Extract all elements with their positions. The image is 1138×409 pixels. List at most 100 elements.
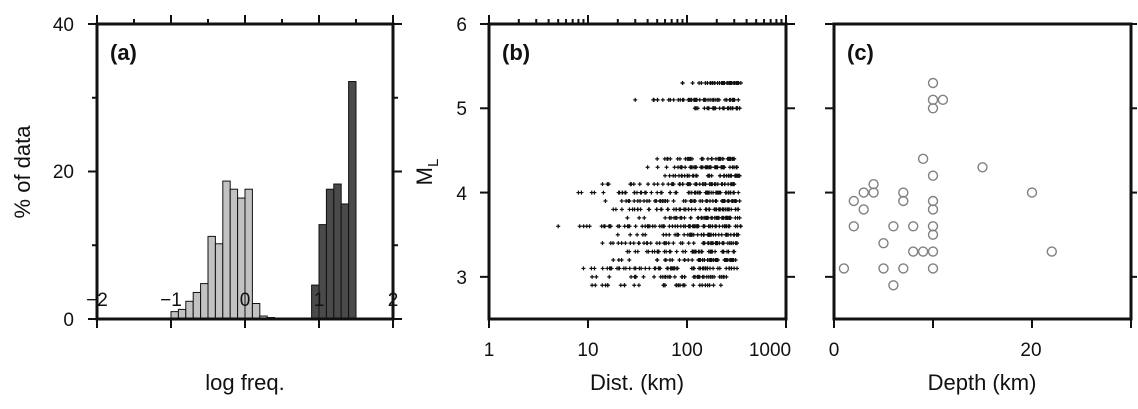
event-point [687,190,692,195]
event-point [736,97,741,102]
event-point [709,190,714,195]
x-tick-label-a-1: −1 [160,290,182,311]
event-point [619,241,624,246]
event-point [606,182,611,187]
event-point [691,241,696,246]
event-point [704,274,709,279]
panel-label-a: (a) [110,40,137,65]
event-point [665,199,670,203]
event-point [636,283,641,288]
event-point [728,173,733,178]
event-point [652,182,657,187]
event-point [637,215,642,220]
event-point [605,283,610,288]
event-point [667,224,672,229]
x-tick-label-a-3: 1 [314,290,325,311]
event-point [642,190,647,195]
event-point [627,258,632,262]
event-point [699,215,704,220]
event-point [674,266,679,271]
event-point [632,283,637,288]
event-point [669,215,674,220]
event-point [648,241,653,246]
event-point [927,204,939,215]
event-point [717,97,722,102]
event-point [711,106,716,111]
event-point [898,195,909,207]
event-point [721,199,726,203]
event-point [697,266,702,271]
event-point [708,241,713,246]
event-point [651,97,656,102]
event-point [590,274,595,279]
event-point [628,241,633,246]
event-point [838,263,850,274]
event-point [692,224,697,229]
histogram-bar [229,188,239,320]
event-point [888,280,899,291]
event-point [848,195,859,207]
event-point [619,207,624,212]
event-point [937,94,949,106]
event-point [728,106,733,111]
event-point [707,165,712,170]
event-point [635,232,640,237]
event-point [677,156,682,161]
y-tick-label-a-2: 40 [53,15,74,36]
event-point [695,215,700,220]
event-point [682,274,687,279]
event-point [689,207,694,212]
event-point [927,77,939,89]
event-point [927,263,939,274]
event-point [667,173,672,178]
event-point [680,241,685,246]
event-point [657,266,662,271]
event-point [908,221,919,232]
event-point [724,97,729,102]
histogram-bar [192,291,202,320]
event-point [708,249,713,254]
event-point [593,283,598,288]
event-point [705,190,710,195]
event-point [711,283,716,288]
distance-scatter-points [556,81,743,288]
event-point [623,241,628,246]
panel-c-ticks [825,23,1137,328]
event-point [687,156,692,161]
event-point [577,224,582,229]
event-point [692,249,697,254]
event-point [601,190,606,195]
event-point [660,97,665,102]
event-point [647,207,652,212]
event-point [678,224,683,229]
event-point [1026,187,1038,198]
event-point [927,103,939,114]
event-point [685,232,690,237]
event-point [707,207,712,212]
panel-label-b: (b) [502,40,530,65]
panel-b-scatter: 1 10 100 1000 3 4 5 6 (b) Dist. (km) ML [412,15,795,395]
event-point [629,274,634,279]
panel-a-histogram: −2 −1 0 1 2 0 20 40 (a) log freq. % of d… [10,15,402,395]
event-point [737,215,742,220]
event-point [725,241,730,246]
event-point [977,162,988,173]
event-point [602,224,607,229]
event-point [625,215,630,220]
x-tick-label-c-0: 0 [829,340,840,361]
histogram-bar [200,283,209,320]
event-point [705,283,710,288]
event-point [611,258,616,262]
panel-label-c: (c) [847,40,874,65]
event-point [622,224,627,229]
event-point [628,232,633,237]
event-point [672,165,677,170]
event-point [660,182,665,187]
event-point [594,274,599,279]
event-point [698,199,703,203]
event-point [707,266,712,271]
event-point [878,263,889,274]
event-point [657,224,662,229]
event-point [693,173,698,178]
event-point [655,165,660,170]
